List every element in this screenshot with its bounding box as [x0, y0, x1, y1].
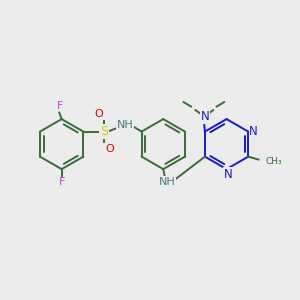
Text: O: O	[106, 144, 114, 154]
Text: F: F	[58, 177, 65, 188]
Text: O: O	[95, 109, 103, 119]
Text: NH: NH	[159, 176, 176, 187]
Text: N: N	[200, 110, 209, 123]
Text: CH₃: CH₃	[265, 157, 282, 166]
Text: N: N	[224, 168, 233, 181]
Text: F: F	[56, 101, 63, 111]
Text: N: N	[249, 125, 258, 138]
Text: NH: NH	[117, 120, 134, 130]
Text: S: S	[100, 125, 108, 138]
